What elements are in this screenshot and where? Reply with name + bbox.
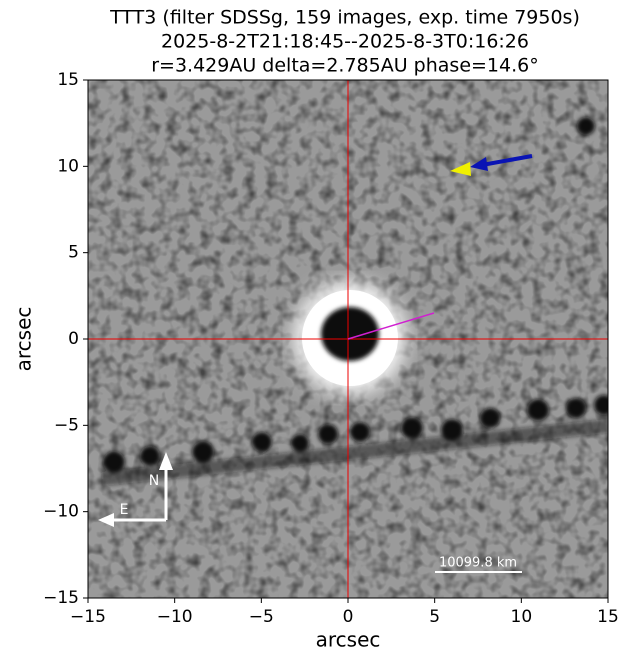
y-tick-label: 0: [68, 329, 79, 349]
x-tick-label: 5: [429, 607, 440, 627]
y-tick-label: 15: [57, 70, 79, 90]
x-tick-label: −10: [157, 607, 193, 627]
title-line: TTT3 (filter SDSSg, 159 images, exp. tim…: [109, 7, 580, 29]
scale-label: 10099.8 km: [439, 556, 517, 571]
x-tick-label: 15: [597, 607, 619, 627]
title-line: 2025-8-2T21:18:45--2025-8-3T0:16:26: [161, 31, 529, 53]
y-tick-label: 10: [57, 156, 79, 176]
title-line: r=3.429AU delta=2.785AU phase=14.6°: [151, 55, 539, 77]
x-tick-label: −15: [70, 607, 106, 627]
east-label: E: [120, 502, 129, 518]
north-label: N: [149, 473, 159, 489]
x-tick-label: −5: [249, 607, 274, 627]
y-axis-label: arcsec: [12, 307, 36, 372]
y-tick-label: 5: [68, 243, 79, 263]
image: [88, 80, 608, 598]
y-tick-label: −10: [43, 502, 79, 522]
x-axis-label: arcsec: [316, 628, 381, 652]
x-tick-label: 10: [511, 607, 533, 627]
x-tick-label: 0: [343, 607, 354, 627]
y-tick-label: −15: [43, 588, 79, 608]
y-tick-label: −5: [54, 415, 79, 435]
